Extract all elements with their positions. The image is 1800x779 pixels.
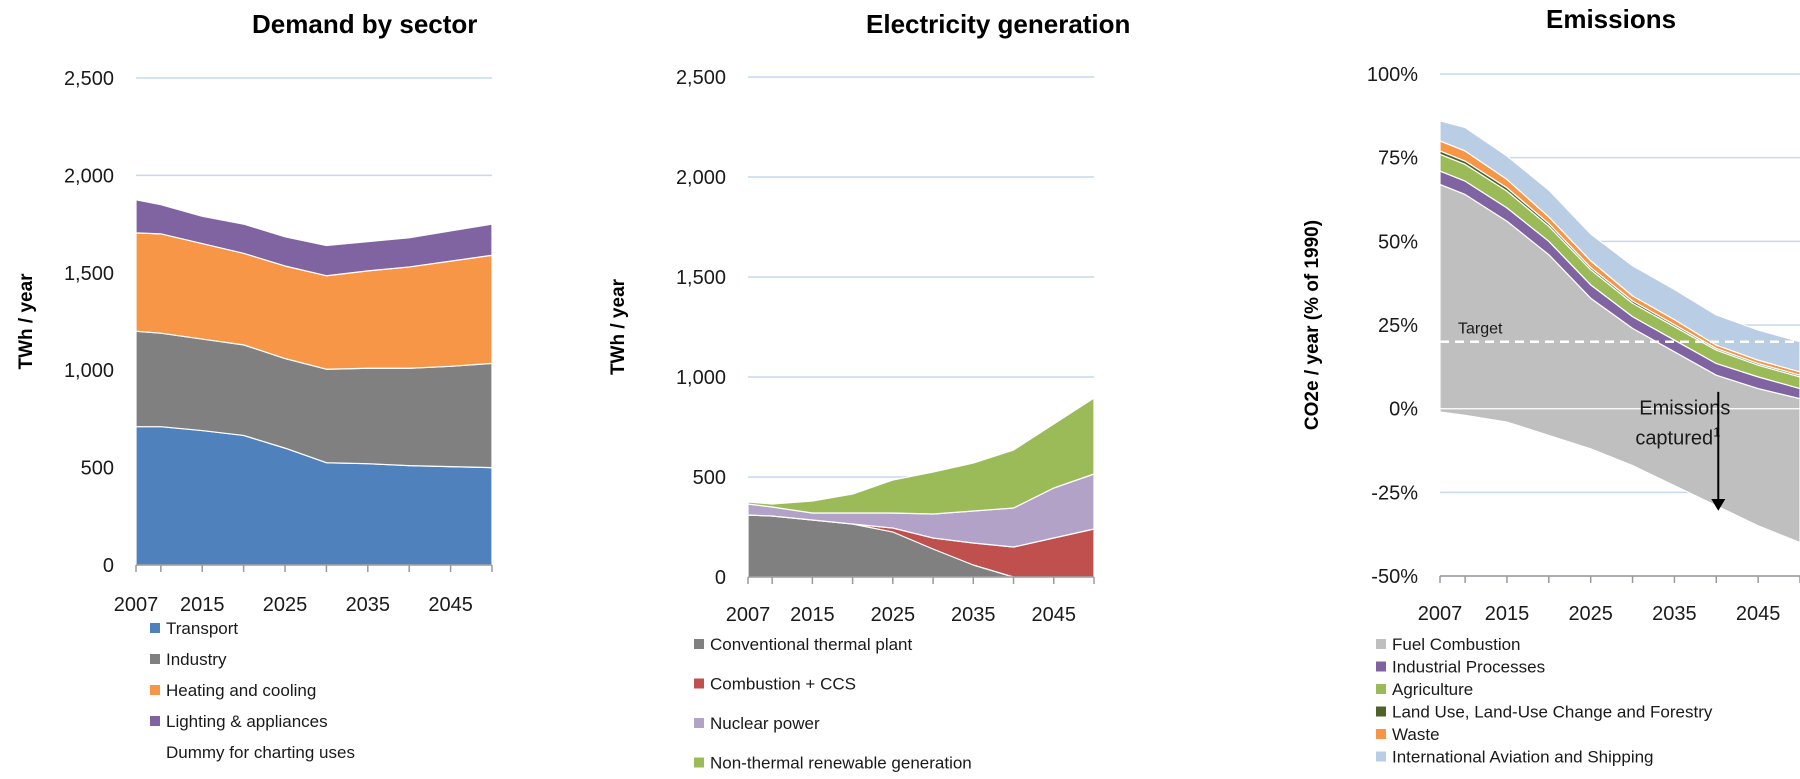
y-tick-label: -50% (1371, 566, 1418, 588)
electricity-generation-chart: Electricity generation TWh / year 0 500 1,00… (608, 9, 1130, 773)
emissions-captured-label-2: captured1 (1635, 424, 1720, 449)
legend-label-combustion-ccs: Combustion + CCS (710, 675, 856, 694)
y-axis-title: CO2e / year (% of 1990) (1302, 220, 1323, 430)
y-tick-label: 500 (81, 458, 114, 480)
y-tick-label: 1,500 (676, 267, 726, 289)
y-axis-title: TWh / year (608, 278, 629, 375)
chart-title: Emissions (1546, 4, 1676, 34)
y-tick-label: 2,500 (64, 68, 114, 90)
x-tick-label: 2045 (1032, 604, 1077, 626)
legend-label-conventional-thermal-plant: Conventional thermal plant (710, 635, 913, 654)
legend-label-fuel-combustion: Fuel Combustion (1392, 635, 1521, 654)
y-tick-label: 2,500 (676, 67, 726, 89)
y-tick-label: 0% (1389, 399, 1418, 421)
x-tick-label: 2035 (951, 604, 996, 626)
x-tick-label: 2015 (180, 594, 225, 616)
legend-swatch-land-use-land-use-change-and-forestry (1376, 706, 1386, 717)
demand-by-sector-chart: Demand by sector TWh / year 0 500 1,000 1,500… (16, 9, 493, 762)
legend-swatch-waste (1376, 729, 1386, 739)
legend-swatch-heating-and-cooling (150, 685, 160, 695)
legend-label-dummy-for-charting-uses: Dummy for charting uses (166, 743, 355, 762)
legend-swatch-conventional-thermal-plant (694, 639, 704, 649)
y-tick-label: 2,000 (676, 167, 726, 189)
y-tick-label: 0 (103, 555, 114, 577)
legend-swatch-non-thermal-renewable-generation (694, 757, 704, 768)
legend-swatch-fuel-combustion (1376, 639, 1386, 649)
legend-label-waste: Waste (1392, 725, 1440, 744)
y-tick-label: 25% (1378, 315, 1418, 337)
x-tick-label: 2035 (346, 594, 391, 616)
x-tick-label: 2025 (263, 594, 308, 616)
y-tick-label: 75% (1378, 148, 1418, 170)
legend-swatch-nuclear-power (694, 718, 704, 728)
y-tick-label: 500 (693, 467, 726, 489)
x-tick-label: 2007 (1418, 603, 1463, 625)
legend-swatch-industry (150, 654, 160, 664)
y-tick-label: 1,000 (64, 360, 114, 382)
series-lighting-appliances-area (135, 199, 493, 277)
legend-label-international-aviation-and-shipping: International Aviation and Shipping (1392, 748, 1654, 767)
x-tick-label: 2015 (790, 604, 835, 626)
chart-title: Demand by sector (252, 9, 477, 39)
y-tick-label: 1,000 (676, 367, 726, 389)
y-tick-label: 100% (1367, 64, 1418, 86)
legend-swatch-transport (150, 623, 160, 633)
x-tick-label: 2025 (871, 604, 916, 626)
y-axis-title: TWh / year (16, 273, 37, 370)
target-label: Target (1458, 321, 1503, 338)
legend-label-industrial-processes: Industrial Processes (1392, 658, 1545, 677)
x-tick-label: 2035 (1652, 603, 1697, 625)
legend-label-non-thermal-renewable-generation: Non-thermal renewable generation (710, 754, 972, 773)
legend-swatch-lighting-appliances (150, 716, 160, 726)
legend-label-industry: Industry (166, 650, 227, 669)
x-tick-label: 2007 (114, 594, 159, 616)
x-tick-label: 2045 (428, 594, 473, 616)
emissions-chart: Emissions CO2e / year (% of 1990) -50% -25%… (1302, 4, 1800, 767)
y-tick-label: 50% (1378, 231, 1418, 253)
legend-label-nuclear-power: Nuclear power (710, 714, 820, 733)
chart-title: Electricity generation (866, 9, 1130, 39)
y-tick-label: 1,500 (64, 263, 114, 285)
x-tick-label: 2045 (1736, 603, 1781, 625)
legend-swatch-combustion-ccs (694, 678, 704, 689)
captured-arrow-head (1711, 499, 1726, 511)
y-tick-label: 0 (715, 567, 726, 589)
legend-swatch-international-aviation-and-shipping (1376, 751, 1386, 762)
y-tick-label: 2,000 (64, 165, 114, 187)
emissions-captured-label: Emissions (1639, 397, 1730, 419)
legend-label-agriculture: Agriculture (1392, 680, 1473, 699)
y-tick-label: -25% (1371, 482, 1418, 504)
legend-label-land-use-land-use-change-and-forestry: Land Use, Land-Use Change and Forestry (1392, 703, 1713, 722)
x-tick-label: 2025 (1568, 603, 1613, 625)
legend-swatch-agriculture (1376, 684, 1386, 694)
series-non-thermal-renewable-generation-area (747, 397, 1095, 515)
x-tick-label: 2007 (726, 604, 771, 626)
legend-label-lighting-appliances: Lighting & appliances (166, 712, 328, 731)
series-fuel-combustion-captured-area (1439, 408, 1800, 544)
legend-label-transport: Transport (166, 619, 238, 638)
series-international-aviation-and-shipping-area (1439, 120, 1800, 373)
footnote-superscript: 1 (1713, 424, 1720, 439)
legend-label-heating-and-cooling: Heating and cooling (166, 681, 316, 700)
legend-swatch-industrial-processes (1376, 661, 1386, 672)
x-tick-label: 2015 (1485, 603, 1530, 625)
